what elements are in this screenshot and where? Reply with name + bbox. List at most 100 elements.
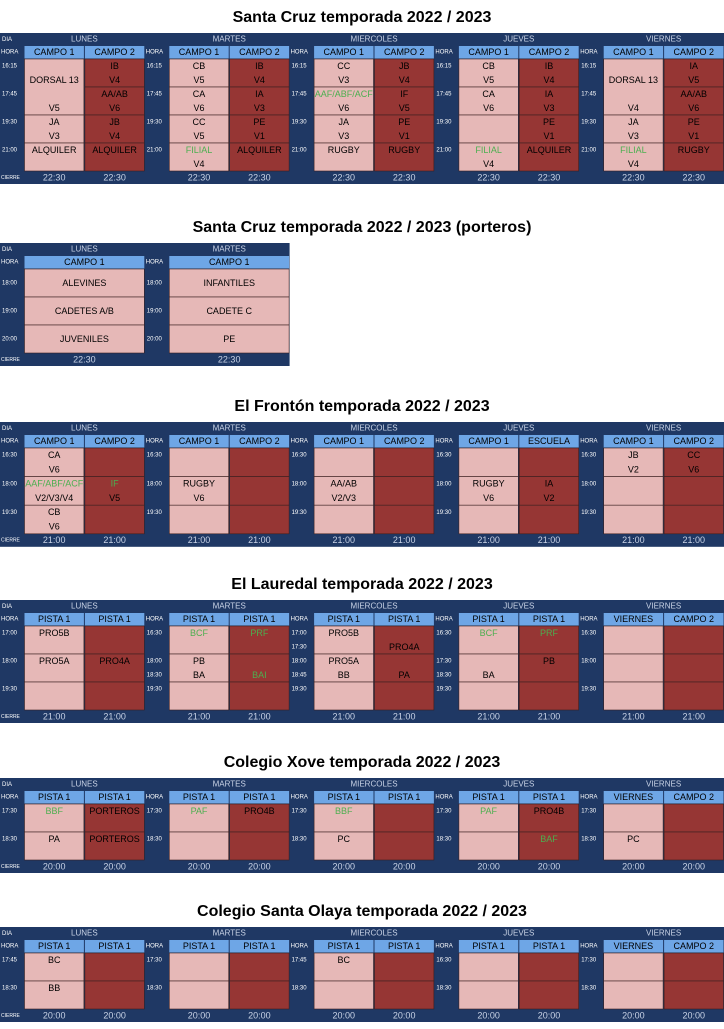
dia-label: DIA <box>2 247 12 253</box>
campo-header <box>169 791 229 804</box>
cierre-time: 21:00 <box>393 711 416 721</box>
hora-time: 19:00 <box>147 309 163 315</box>
cell-text: AAF/ABF/ACF <box>315 89 374 99</box>
hora-time: 19:30 <box>581 510 597 516</box>
cell-text: PRO5B <box>329 628 360 638</box>
campo-header <box>314 46 374 59</box>
campo-name: PISTA 1 <box>38 792 70 802</box>
day-name: LUNES <box>71 780 98 789</box>
cierre-time: 22:30 <box>248 172 271 182</box>
campo-header <box>84 940 145 953</box>
cell-text: PE <box>223 334 235 344</box>
cell-text: RUGBY <box>388 145 420 155</box>
hora-label: HORA <box>146 617 163 623</box>
schedule-cell <box>518 980 579 1010</box>
campo-name: CAMPO 1 <box>468 47 509 57</box>
cell-text: PB <box>543 656 555 666</box>
cell-text: V4 <box>543 75 554 85</box>
schedule-cell <box>374 625 435 655</box>
cell-text: CA <box>48 450 61 460</box>
hora-time: 17:30 <box>292 809 308 815</box>
schedule-cell <box>229 504 290 535</box>
schedule-cell <box>84 980 145 1010</box>
schedule-cell <box>518 625 579 655</box>
schedule-cell <box>663 476 724 506</box>
cierre-time: 22:30 <box>43 172 66 182</box>
hora-time: 16:15 <box>292 64 308 70</box>
hora-time: 18:00 <box>292 481 308 487</box>
schedule-cell <box>313 504 374 535</box>
hora-time: 19:30 <box>292 120 308 126</box>
cell-text: PRO5A <box>39 656 70 666</box>
schedule-cell <box>663 625 724 655</box>
schedule-cell <box>24 980 85 1010</box>
schedule-cell <box>24 476 85 506</box>
cell-text: PA <box>49 834 60 844</box>
schedule-cell <box>24 268 145 298</box>
schedule-cell <box>24 114 85 144</box>
campo-header <box>374 613 434 626</box>
campo-name: ESCUELA <box>528 436 570 446</box>
cell-text: V3 <box>628 131 639 141</box>
schedule-cell <box>603 653 664 683</box>
hora-time: 16:30 <box>147 631 163 637</box>
schedule-cell <box>169 142 230 172</box>
cierre-time: 20:00 <box>103 1010 126 1020</box>
day-name: VIERNES <box>646 424 681 433</box>
campo-header <box>519 940 579 953</box>
cell-text: ALQUILER <box>527 145 572 155</box>
cell-text: JA <box>49 117 60 127</box>
cell-text: V6 <box>193 103 204 113</box>
hora-time: 19:30 <box>436 120 452 126</box>
schedule-cell <box>229 952 290 982</box>
schedule-cell <box>84 114 145 144</box>
schedule-cell <box>84 952 145 982</box>
schedule-cell <box>24 504 85 535</box>
schedule-cell <box>374 952 435 982</box>
cell-text: PA <box>399 670 410 680</box>
cell-text: PRO4B <box>244 806 275 816</box>
cell-text: BAI <box>252 670 267 680</box>
schedule-cell <box>84 504 145 535</box>
schedule-cell <box>169 58 230 88</box>
cell-text: PRO4A <box>389 642 420 652</box>
schedule-cell <box>374 504 435 535</box>
dia-label: DIA <box>2 931 12 937</box>
campo-header <box>374 46 434 59</box>
hora-time: 18:00 <box>436 481 452 487</box>
day-name: LUNES <box>71 35 98 44</box>
cell-text: IA <box>255 89 264 99</box>
schedule-cell <box>229 58 290 88</box>
hora-time: 17:30 <box>147 958 163 964</box>
schedule-cell <box>458 952 519 982</box>
day-name: JUEVES <box>503 424 534 433</box>
campo-name: CAMPO 1 <box>34 47 75 57</box>
campo-name: VIERNES <box>614 792 654 802</box>
campo-name: CAMPO 2 <box>674 614 715 624</box>
schedule-cell <box>169 476 230 506</box>
campo-name: CAMPO 1 <box>324 436 365 446</box>
hora-time: 17:45 <box>2 92 18 98</box>
cierre-time: 20:00 <box>622 1010 645 1020</box>
hora-label: HORA <box>580 617 597 623</box>
hora-time: 18:00 <box>581 481 597 487</box>
schedule-cell <box>663 803 724 833</box>
campo-name: VIERNES <box>614 941 654 951</box>
hora-time: 16:30 <box>2 453 18 459</box>
cierre-time: 20:00 <box>248 861 271 871</box>
cell-text: RUGBY <box>473 479 505 489</box>
cell-text: DORSAL 13 <box>609 75 658 85</box>
hora-time: 17:00 <box>2 631 18 637</box>
schedule-cell <box>374 831 435 861</box>
cierre-label: CIERRE <box>1 714 21 720</box>
cell-text: BAF <box>540 834 558 844</box>
campo-header <box>229 46 290 59</box>
campo-name: PISTA 1 <box>472 792 504 802</box>
cell-text: IB <box>255 61 264 71</box>
campo-header <box>169 940 229 953</box>
day-name: MIERCOLES <box>350 35 397 44</box>
schedule-cell <box>84 625 145 655</box>
schedule-cell <box>24 803 85 833</box>
campo-header <box>458 791 519 804</box>
schedule-cell <box>24 142 85 172</box>
